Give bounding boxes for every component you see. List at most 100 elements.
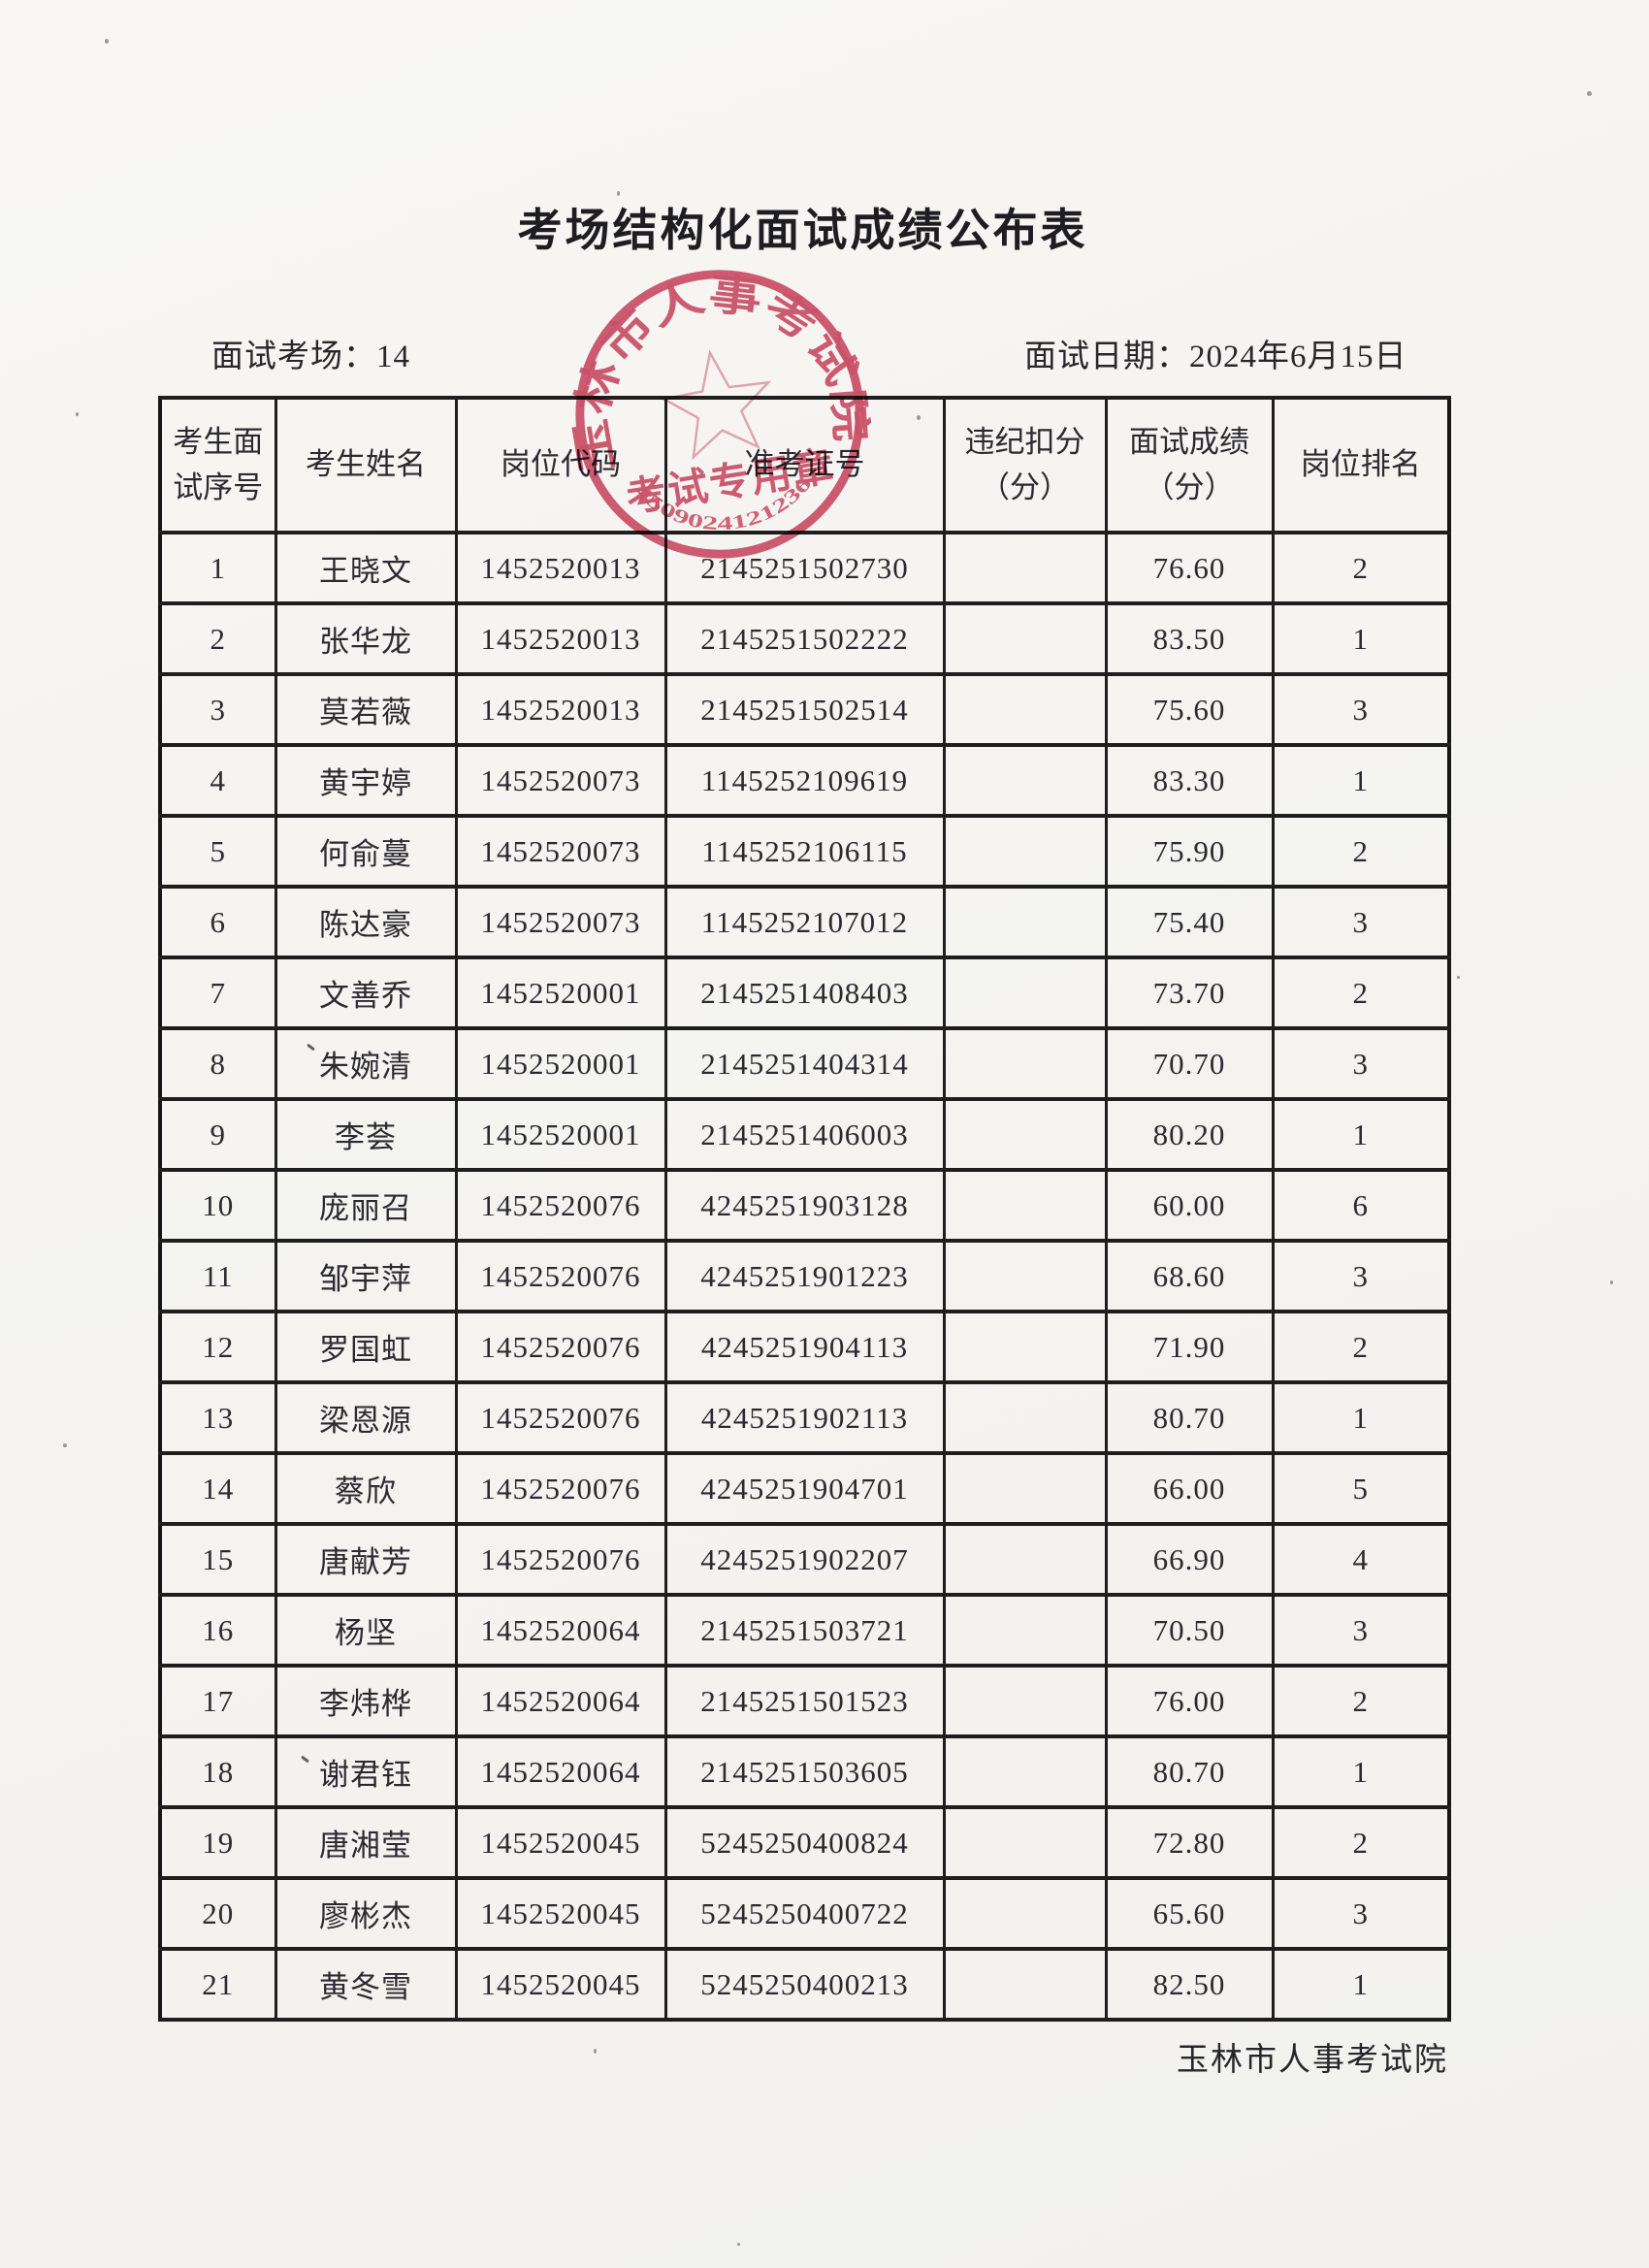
table-cell: 唐湘莹 [274, 1805, 458, 1880]
table-cell: 10 [158, 1168, 277, 1243]
table-cell: 2145251503605 [663, 1734, 946, 1809]
scan-speck [105, 39, 109, 44]
table-cell: 4245251901223 [663, 1239, 946, 1313]
table-cell: 庞丽召 [274, 1168, 458, 1243]
table-cell: 13 [158, 1380, 277, 1455]
table-cell: 黄宇婷 [274, 743, 458, 818]
table-cell: 82.50 [1104, 1947, 1275, 2022]
table-cell: 1452520001 [454, 956, 667, 1030]
table-cell: 陈达豪 [274, 885, 458, 959]
table-cell: 1452520076 [454, 1451, 667, 1526]
table-cell: 王晓文 [274, 531, 458, 605]
table-cell: 9 [158, 1097, 277, 1172]
table-cell: 1452520064 [454, 1734, 667, 1809]
table-cell: 1145252106115 [663, 814, 946, 889]
table-cell: 文善乔 [274, 956, 458, 1030]
table-cell [942, 1876, 1108, 1951]
table-cell: 4245251904113 [663, 1310, 946, 1384]
table-cell: 4 [158, 743, 277, 818]
table-cell: 8 [158, 1026, 277, 1101]
table-row: 18 谢君钰 1452520064 2145251503605 80.70 1 [158, 1734, 1451, 1809]
scan-speck [63, 1443, 67, 1447]
table-cell: 2145251502514 [663, 672, 946, 747]
table-row: 21 黄冬雪 1452520045 5245250400213 82.50 1 [158, 1947, 1451, 2022]
table-cell: 2145251406003 [663, 1097, 946, 1172]
table-cell: 2145251404314 [663, 1026, 946, 1101]
table-cell: 3 [1271, 1876, 1451, 1951]
scan-speck [917, 415, 921, 420]
table-cell: 3 [1271, 1593, 1451, 1668]
table-cell: 1452520076 [454, 1522, 667, 1597]
table-cell: 75.40 [1104, 885, 1275, 959]
table-cell: 罗国虹 [274, 1310, 458, 1384]
table-cell: 1 [1271, 1097, 1451, 1172]
table-cell: 83.50 [1104, 601, 1275, 676]
table-cell: 5245250400824 [663, 1805, 946, 1880]
score-table-body: 1 王晓文 1452520013 2145251502730 76.60 2 2 张华龙 145… [158, 531, 1451, 2022]
col-header-score: 面试成绩 （分） [1104, 396, 1275, 535]
table-row: 9 李荟 1452520001 2145251406003 80.20 1 [158, 1097, 1451, 1172]
table-cell: 1452520064 [454, 1664, 667, 1738]
table-row: 7 文善乔 1452520001 2145251408403 73.70 2 [158, 956, 1451, 1030]
table-cell: 1452520073 [454, 743, 667, 818]
table-cell: 3 [158, 672, 277, 747]
table-cell: 1452520076 [454, 1380, 667, 1455]
table-cell [942, 814, 1108, 889]
table-cell: 2 [1271, 1805, 1451, 1880]
table-cell: 16 [158, 1593, 277, 1668]
table-row: 20 廖彬杰 1452520045 5245250400722 65.60 3 [158, 1876, 1451, 1951]
table-cell: 11 [158, 1239, 277, 1313]
col-header-name: 考生姓名 [274, 396, 458, 535]
table-cell: 4 [1271, 1522, 1451, 1597]
table-cell: 83.30 [1104, 743, 1275, 818]
table-cell: 3 [1271, 885, 1451, 959]
table-cell: 4245251902207 [663, 1522, 946, 1597]
table-cell: 12 [158, 1310, 277, 1384]
table-row: 6 陈达豪 1452520073 1145252107012 75.40 3 [158, 885, 1451, 959]
table-cell: 70.50 [1104, 1593, 1275, 1668]
table-row: 12 罗国虹 1452520076 4245251904113 71.90 2 [158, 1310, 1451, 1384]
table-cell: 朱婉清 [274, 1026, 458, 1101]
table-row: 3 莫若薇 1452520013 2145251502514 75.60 3 [158, 672, 1451, 747]
table-row: 8 朱婉清 1452520001 2145251404314 70.70 3 [158, 1026, 1451, 1101]
table-cell: 1452520013 [454, 531, 667, 605]
table-cell: 4245251904701 [663, 1451, 946, 1526]
table-cell: 2145251408403 [663, 956, 946, 1030]
col-header-ticket-no: 准考证号 [663, 396, 946, 535]
table-cell: 4245251903128 [663, 1168, 946, 1243]
official-seal-stamp: 玉林市人事考试院 考试专用章 4509024121236 [550, 246, 880, 559]
table-cell: 1452520076 [454, 1239, 667, 1313]
table-cell: 1452520045 [454, 1947, 667, 2022]
table-cell: 3 [1271, 672, 1451, 747]
table-cell: 80.20 [1104, 1097, 1275, 1172]
table-cell: 75.90 [1104, 814, 1275, 889]
table-cell [942, 1805, 1108, 1880]
table-cell: 1452520045 [454, 1805, 667, 1880]
table-cell: 76.00 [1104, 1664, 1275, 1738]
table-cell: 黄冬雪 [274, 1947, 458, 2022]
table-cell: 18 [158, 1734, 277, 1809]
table-cell: 2145251502730 [663, 531, 946, 605]
table-cell: 1452520013 [454, 672, 667, 747]
scan-speck [617, 191, 620, 196]
table-cell: 2 [1271, 531, 1451, 605]
table-cell: 1145252109619 [663, 743, 946, 818]
table-cell: 80.70 [1104, 1380, 1275, 1455]
table-cell: 75.60 [1104, 672, 1275, 747]
table-cell [942, 1593, 1108, 1668]
table-cell: 1452520076 [454, 1168, 667, 1243]
table-cell: 2145251501523 [663, 1664, 946, 1738]
table-cell: 杨坚 [274, 1593, 458, 1668]
table-cell: 76.60 [1104, 531, 1275, 605]
table-cell: 2145251503721 [663, 1593, 946, 1668]
table-row: 2 张华龙 1452520013 2145251502222 83.50 1 [158, 601, 1451, 676]
table-cell: 邹宇萍 [274, 1239, 458, 1313]
table-cell: 李荟 [274, 1097, 458, 1172]
seal-star-icon [660, 349, 772, 461]
table-cell: 14 [158, 1451, 277, 1526]
table-row: 17 李炜桦 1452520064 2145251501523 76.00 2 [158, 1664, 1451, 1738]
table-cell: 1452520073 [454, 814, 667, 889]
table-cell: 68.60 [1104, 1239, 1275, 1313]
table-cell: 21 [158, 1947, 277, 2022]
table-cell: 1 [1271, 1380, 1451, 1455]
